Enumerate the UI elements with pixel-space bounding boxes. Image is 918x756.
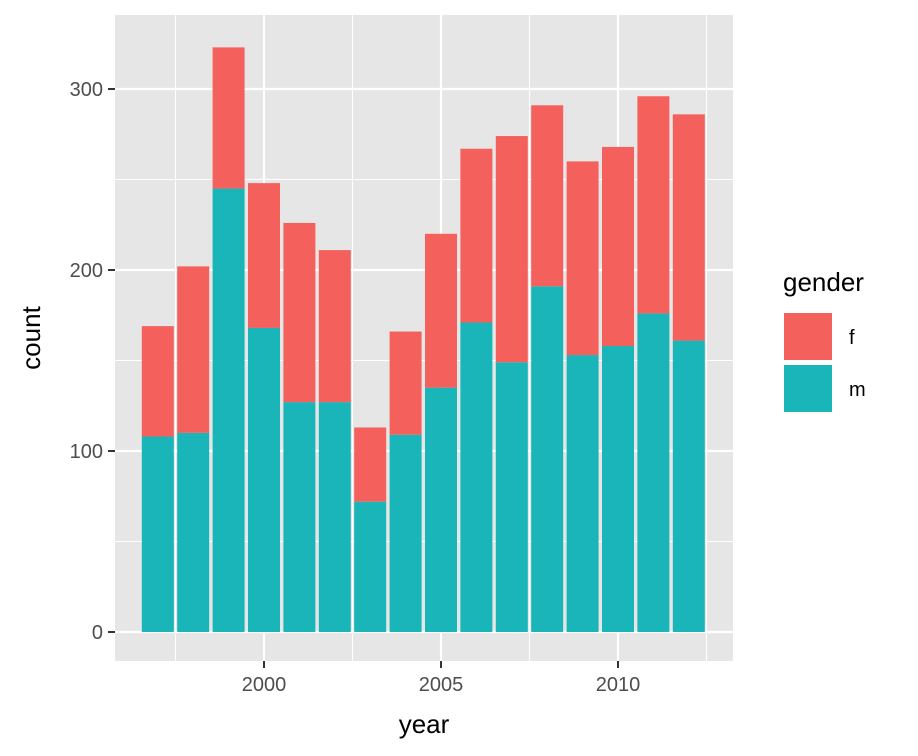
bar-1998-m: [177, 432, 210, 632]
legend-key-m: [784, 365, 832, 412]
legend-key-f: [784, 313, 832, 360]
legend-title: gender: [783, 267, 864, 297]
y-tick-label: 0: [92, 622, 103, 644]
legend-label-m: m: [849, 379, 866, 401]
bar-2006-f: [460, 148, 493, 323]
legend: gender f m: [783, 267, 866, 412]
bar-2005-m: [425, 387, 457, 632]
bar-2000-m: [248, 327, 280, 632]
bar-1997-m: [141, 436, 174, 632]
y-tick-label: 100: [70, 441, 103, 463]
x-tick-label: 2005: [419, 674, 464, 696]
bar-2008-f: [531, 105, 564, 287]
bar-2008-m: [531, 286, 564, 632]
y-tick-label: 200: [70, 260, 103, 282]
x-axis-title: year: [399, 709, 450, 739]
bar-1999-f: [212, 47, 245, 189]
bar-1997-f: [141, 326, 174, 437]
bar-2010-m: [602, 346, 634, 632]
x-tick-label: 2000: [242, 674, 287, 696]
bar-1999-m: [212, 188, 245, 633]
bar-2004-f: [389, 331, 422, 435]
bar-2009-f: [566, 161, 599, 356]
bar-2000-f: [248, 183, 280, 328]
bar-2007-m: [495, 362, 528, 632]
x-tick-label: 2010: [596, 674, 641, 696]
bar-2007-f: [495, 136, 528, 363]
bar-2011-f: [637, 96, 670, 314]
bars: [141, 47, 705, 633]
bar-2006-m: [460, 322, 493, 632]
y-tick-label: 300: [70, 79, 103, 101]
bar-2002-m: [318, 402, 351, 632]
bar-2012-f: [672, 114, 705, 341]
bar-2003-m: [354, 501, 387, 632]
bar-2004-m: [389, 434, 422, 632]
bar-2001-f: [283, 222, 316, 403]
bar-2001-m: [283, 402, 316, 632]
x-axis: 2000 2005 2010: [242, 661, 641, 696]
bar-2011-m: [637, 313, 670, 632]
bar-2010-f: [602, 146, 634, 347]
bar-1998-f: [177, 266, 210, 433]
bar-2002-f: [318, 250, 351, 403]
bar-2012-m: [672, 340, 705, 632]
legend-label-f: f: [849, 327, 855, 349]
bar-2005-f: [425, 233, 457, 388]
y-axis-title: count: [16, 305, 46, 369]
bar-2003-f: [354, 427, 387, 502]
y-axis: 0 100 200 300: [70, 79, 115, 644]
bar-2009-m: [566, 355, 599, 632]
